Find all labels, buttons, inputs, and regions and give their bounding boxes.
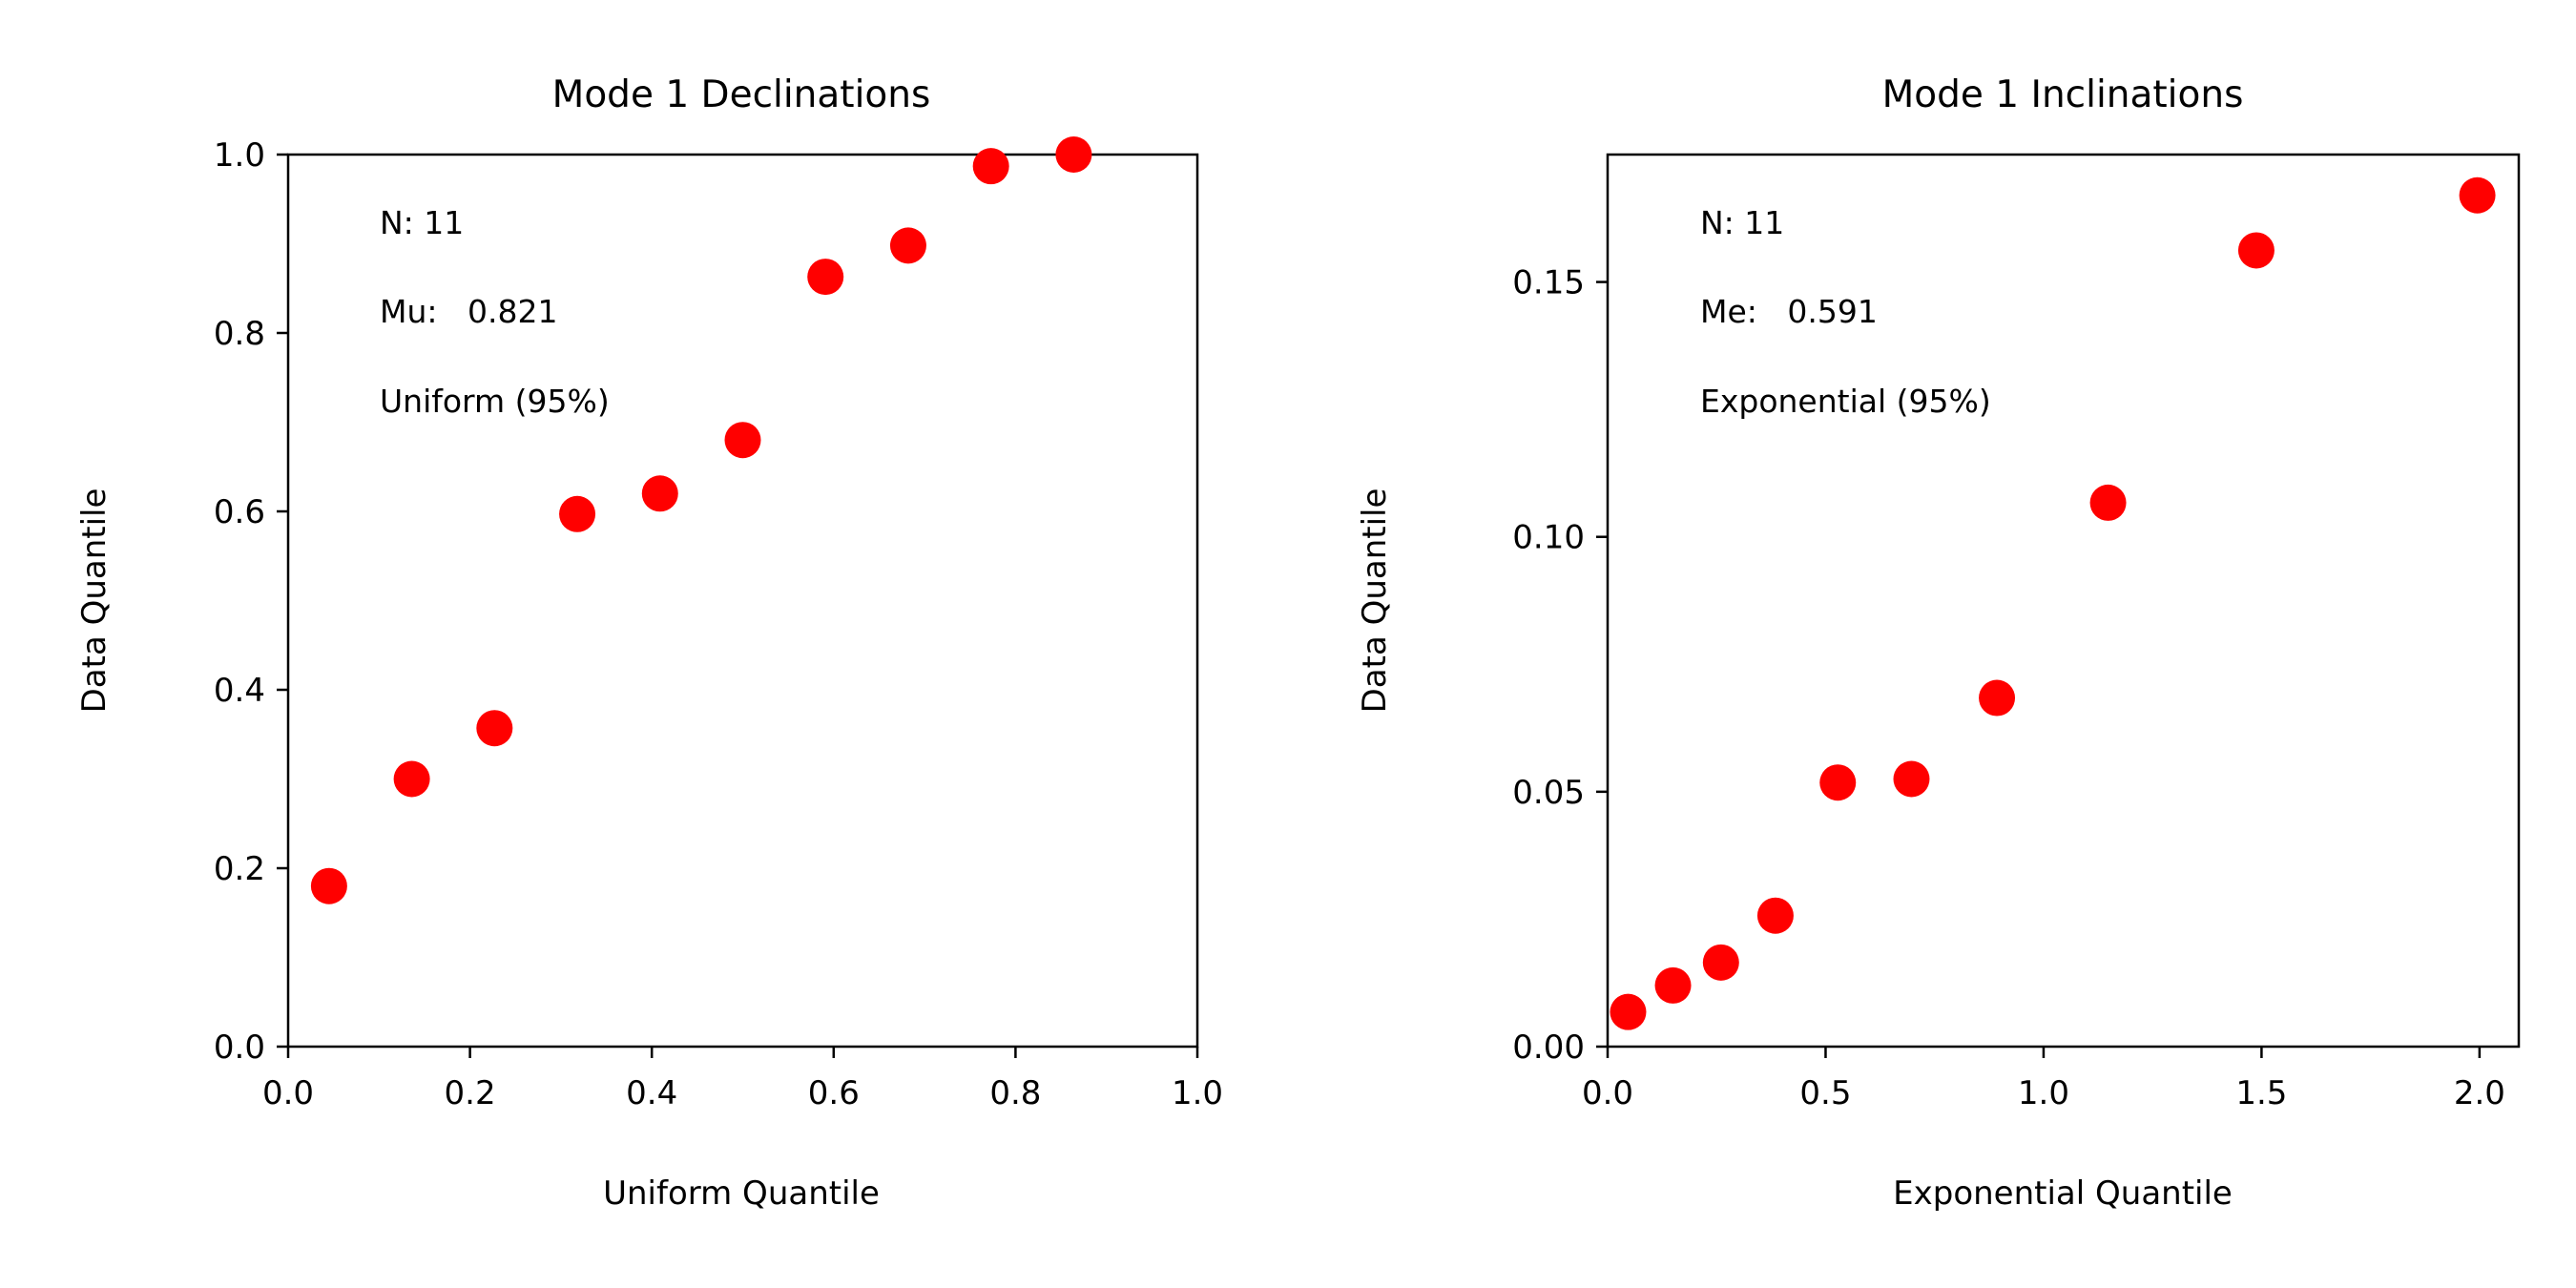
data-point bbox=[1610, 993, 1647, 1030]
data-point bbox=[2237, 232, 2275, 269]
data-point bbox=[393, 760, 430, 798]
y-tick-label: 0.05 bbox=[1512, 774, 1585, 812]
x-tick-label: 0.0 bbox=[262, 1074, 314, 1112]
plot-frame bbox=[1606, 153, 2521, 1049]
annotation-test-result: Uniform (95%) bbox=[380, 383, 610, 420]
y-tick-label: 0.4 bbox=[214, 672, 265, 710]
x-axis-label: Exponential Quantile bbox=[1893, 1174, 2233, 1213]
axis-ticks: 0.0 0.2 0.4 0.6 0.8 1.0 0.0 0.2 0.4 0.6 0.8 1.0 bbox=[214, 136, 1223, 1112]
x-tick-label: 1.0 bbox=[2018, 1074, 2069, 1112]
y-tick-label: 0.00 bbox=[1512, 1028, 1585, 1067]
data-point bbox=[1756, 897, 1794, 934]
data-point bbox=[889, 227, 926, 264]
x-tick-label: 2.0 bbox=[2454, 1074, 2505, 1112]
x-tick-label: 0.0 bbox=[1582, 1074, 1633, 1112]
y-tick-label: 0.2 bbox=[214, 850, 265, 888]
annotation-statistic: Mu: 0.821 bbox=[380, 293, 557, 330]
data-point bbox=[2089, 484, 2127, 521]
data-point bbox=[476, 710, 513, 747]
data-point bbox=[724, 422, 761, 459]
x-tick-label: 0.5 bbox=[1799, 1074, 1851, 1112]
data-point bbox=[1055, 136, 1092, 173]
declinations-panel: Mode 1 Declinations Uniform Quantile Dat… bbox=[75, 73, 1223, 1213]
data-point bbox=[641, 475, 678, 512]
data-points bbox=[1610, 177, 2496, 1030]
y-tick-label: 1.0 bbox=[214, 136, 265, 175]
plot-frame bbox=[286, 153, 1199, 1049]
x-axis-label: Uniform Quantile bbox=[603, 1174, 880, 1213]
data-point bbox=[2459, 177, 2496, 214]
data-points bbox=[310, 136, 1092, 904]
data-point bbox=[1979, 679, 2016, 717]
y-tick-label: 0.10 bbox=[1512, 519, 1585, 557]
x-tick-label: 0.8 bbox=[989, 1074, 1041, 1112]
data-point bbox=[1819, 764, 1857, 801]
y-axis-label: Data Quantile bbox=[75, 488, 114, 714]
x-tick-label: 1.0 bbox=[1172, 1074, 1223, 1112]
data-point bbox=[1654, 966, 1692, 1004]
annotation-statistic: Me: 0.591 bbox=[1700, 293, 1878, 330]
y-tick-label: 0.8 bbox=[214, 315, 265, 353]
y-tick-label: 0.15 bbox=[1512, 264, 1585, 302]
x-tick-label: 1.5 bbox=[2235, 1074, 2287, 1112]
y-tick-label: 0.0 bbox=[214, 1028, 265, 1067]
data-point bbox=[972, 148, 1009, 185]
data-point bbox=[559, 495, 596, 532]
chart-title: Mode 1 Inclinations bbox=[1882, 73, 2244, 116]
x-tick-label: 0.2 bbox=[445, 1074, 496, 1112]
annotation-count: N: 11 bbox=[380, 204, 464, 241]
data-point bbox=[1702, 944, 1739, 981]
chart-title: Mode 1 Declinations bbox=[552, 73, 931, 116]
annotation-test-result: Exponential (95%) bbox=[1700, 383, 1991, 420]
annotation-count: N: 11 bbox=[1700, 204, 1784, 241]
y-axis-label: Data Quantile bbox=[1356, 488, 1394, 714]
x-tick-label: 0.4 bbox=[626, 1074, 677, 1112]
inclinations-panel: Mode 1 Inclinations Exponential Quantile… bbox=[1356, 73, 2521, 1213]
y-tick-label: 0.6 bbox=[214, 493, 265, 531]
axis-ticks: 0.0 0.5 1.0 1.5 2.0 0.00 0.05 0.10 0.15 bbox=[1512, 264, 2505, 1112]
data-point bbox=[310, 867, 347, 904]
data-point bbox=[1893, 760, 1930, 798]
data-point bbox=[807, 259, 844, 296]
x-tick-label: 0.6 bbox=[808, 1074, 860, 1112]
